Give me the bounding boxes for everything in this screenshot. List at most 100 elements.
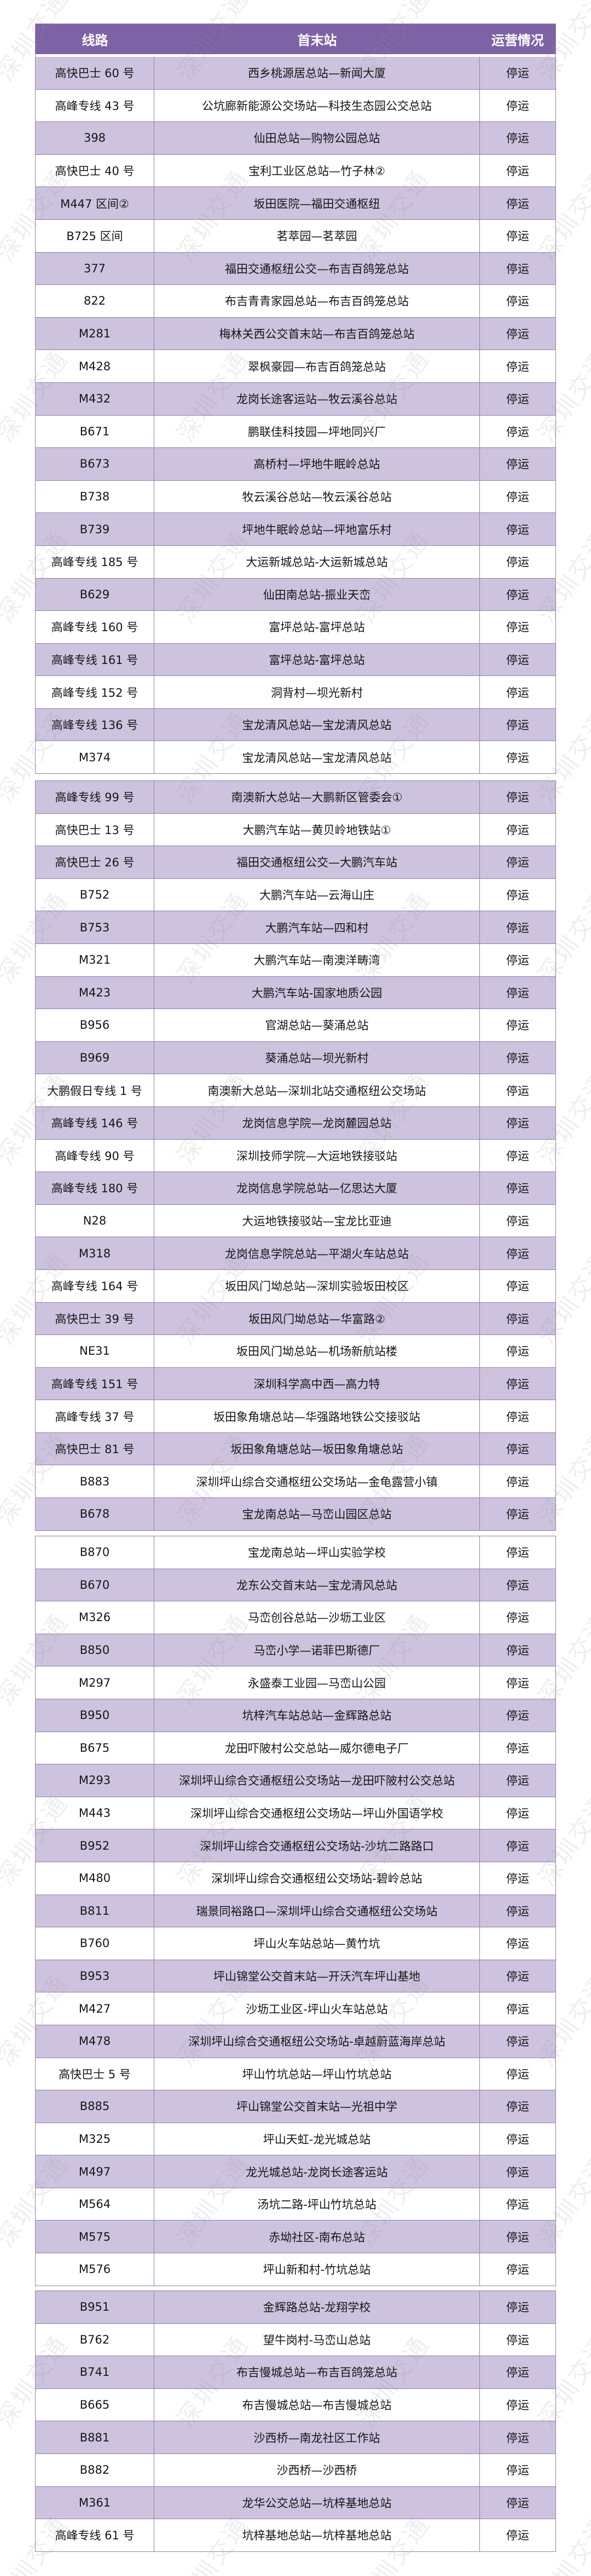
table-row: B883 深圳坪山综合交通枢纽公交场站—金龟露营小镇 停运 [36,1465,555,1499]
status-cell: 停运 [506,2035,529,2049]
route-cell: 高峰专线 43 号 [36,89,154,122]
route-cell: 高快巴士 81 号 [36,1432,154,1465]
route-cell: 高峰专线 146 号 [36,1106,154,1139]
table-row: B885 坪山锦堂公交首末站—光祖中学 停运 [36,2090,555,2123]
status-cell: 停运 [506,856,529,870]
table-row: 高峰专线 136 号宝龙清风总站—宝龙清风总站 停运 [36,708,555,742]
table-row: M497 龙光城总站-龙岗长途客运站 停运 [36,2155,555,2188]
status-cell: 停运 [506,1508,529,1522]
table-row: M361 龙华公交总站—坑梓基地总站 停运 [36,2486,555,2520]
route-cell: 高快巴士 39 号 [36,1302,154,1335]
status-cell: 停运 [506,393,529,406]
table-row: B952 深圳坪山综合交通枢纽公交场站-沙坑二路路口 停运 [36,1829,555,1862]
route-cell: 高快巴士 5 号 [36,2058,154,2090]
route-cell: B753 [36,911,154,943]
route-cell: B738 [36,480,154,513]
route-cell: B673 [36,448,154,480]
table-row: M576 坪山新和村-竹坑总站 停运 [36,2253,555,2286]
table-row: 高峰专线 161 号富坪总站-富坪总站 停运 [36,643,555,677]
status-cell: 停运 [506,491,529,504]
route-cell: B629 [36,578,154,611]
terminals-cell: 布吉慢城总站—布吉百鸽笼总站 [154,2356,480,2388]
status-cell: 停运 [506,1475,529,1489]
terminals-cell: 宝利工业区总站—竹子林② [154,154,480,187]
route-cell: 高峰专线 99 号 [36,781,154,813]
terminals-cell: 龙华公交总站—坑梓基地总站 [154,2486,480,2519]
route-cell: 高快巴士 60 号 [36,57,154,89]
route-cell: B969 [36,1041,154,1074]
status-cell: 停运 [506,2399,529,2412]
route-cell: B675 [36,1732,154,1764]
status-cell: 停运 [506,67,529,80]
terminals-cell: 坪山新和村-竹坑总站 [154,2253,480,2286]
route-cell: 398 [36,122,154,154]
table-row: 高峰专线 185 号大运新城总站-大运新城总站 停运 [36,545,555,579]
terminals-cell: 富坪总站-富坪总站 [154,611,480,643]
route-cell: 高峰专线 151 号 [36,1367,154,1400]
route-cell: M293 [36,1764,154,1797]
header-status: 运营情况 [491,33,544,48]
status-cell: 停运 [506,986,529,1000]
table-row: B951 金辉路总站-龙翔学校 停运 [36,2291,555,2324]
status-cell: 停运 [506,1709,529,1723]
terminals-cell: 坑梓基地总站—坑梓基地总站 [154,2519,480,2551]
terminals-cell: 汤坑二路-坪山竹坑总站 [154,2188,480,2221]
table-row: 高峰专线 43 号公坑廊新能源公交场站—科技生态园公交总站 停运 [36,89,555,123]
status-cell: 停运 [506,1149,529,1163]
route-cell: M326 [36,1601,154,1634]
header-terminals: 首末站 [297,33,337,48]
status-cell: 停运 [506,2464,529,2478]
table-row: 大鹏假日专线 1 号南澳新大总站—深圳北站交通枢纽公交场站 停运 [36,1074,555,1107]
route-cell: N28 [36,1204,154,1237]
route-cell: B870 [36,1536,154,1569]
route-cell: 高峰专线 164 号 [36,1269,154,1302]
route-cell: 高峰专线 185 号 [36,545,154,578]
table-row: 高峰专线 152 号洞背村—坝光新村 停运 [36,676,555,709]
terminals-cell: 沙西桥—南龙社区工作站 [154,2421,480,2453]
terminals-cell: 龙田吓陂村公交总站—威尔德电子厂 [154,1732,480,1764]
terminals-cell: 大鹏汽车站—云海山庄 [154,878,480,911]
table-row: M423 大鹏汽车站-国家地质公园 停运 [36,976,555,1010]
table-row: B956 官湖总站—葵涌总站 停运 [36,1009,555,1042]
terminals-cell: 赤坳社区-南布总站 [154,2221,480,2253]
status-cell: 停运 [506,2529,529,2543]
table-row: 高峰专线 160 号富坪总站-富坪总站 停运 [36,611,555,644]
terminals-cell: 龙岗信息学院总站—平湖火车站总站 [154,1237,480,1269]
table-section: 线路 首末站 运营情况 高快巴士 60 号西乡桃源居总站—新闻大厦 停运 高峰专线 … [35,24,556,774]
table-row: B670 龙东公交首末站—宝龙清风总站 停运 [36,1569,555,1602]
status-cell: 停运 [506,1377,529,1391]
table-row: B760 坪山火车站总站—黄竹坑 停运 [36,1927,555,1960]
status-cell: 停运 [506,99,529,113]
table-row: M447 区间② 坂田医院—福田交通枢纽 停运 [36,187,555,220]
terminals-cell: 龙岗信息学院总站—亿思达大厦 [154,1172,480,1204]
route-cell: 高快巴士 13 号 [36,813,154,846]
terminals-cell: 宝龙清风总站—宝龙清风总站 [154,741,480,774]
terminals-cell: 深圳坪山综合交通枢纽公交场站—坪山外国语学校 [154,1797,480,1829]
table-row: 高峰专线 99 号南澳新大总站—大鹏新区管委会① 停运 [36,781,555,814]
terminals-cell: 永盛泰工业园—马峦山公园 [154,1666,480,1699]
status-cell: 停运 [506,2496,529,2510]
status-cell: 停运 [506,165,529,178]
route-cell: 377 [36,252,154,285]
header-route: 线路 [82,33,108,48]
terminals-cell: 葵涌总站—坝光新村 [154,1041,480,1074]
terminals-cell: 坑梓汽车站总站—金辉路总站 [154,1699,480,1732]
table-row: 377 福田交通枢纽公交—布吉百鸽笼总站 停运 [36,252,555,285]
route-cell: B850 [36,1634,154,1666]
table-section: B951 金辉路总站-龙翔学校 停运 B762 望牛岗村-马峦山总站 停运 B741 布吉慢城… [35,2291,556,2552]
terminals-cell: 马峦小学—诺菲巴斯德厂 [154,1634,480,1666]
terminals-cell: 瑞景同裕路口—深圳坪山综合交通枢纽公交场站 [154,1895,480,1927]
status-cell: 停运 [506,1578,529,1592]
table-row: B678 宝龙南总站—马峦山园区总站 停运 [36,1498,555,1531]
terminals-cell: 坂田象角塘总站—华强路地铁公交接驳站 [154,1400,480,1432]
table-row: B811 瑞景同裕路口—深圳坪山综合交通枢纽公交场站 停运 [36,1895,555,1928]
route-cell: M447 区间② [36,187,154,219]
terminals-cell: 龙东公交首末站—宝龙清风总站 [154,1569,480,1601]
terminals-cell: 深圳坪山综合交通枢纽公交场站-沙坑二路路口 [154,1829,480,1862]
status-cell: 停运 [506,653,529,667]
terminals-cell: 公坑廊新能源公交场站—科技生态园公交总站 [154,89,480,122]
route-cell: B671 [36,415,154,448]
terminals-cell: 深圳坪山综合交通枢纽公交场站—龙田吓陂村公交总站 [154,1764,480,1797]
status-cell: 停运 [506,1676,529,1690]
table-row: B738 牧云溪谷总站—牧云溪谷总站 停运 [36,480,555,514]
